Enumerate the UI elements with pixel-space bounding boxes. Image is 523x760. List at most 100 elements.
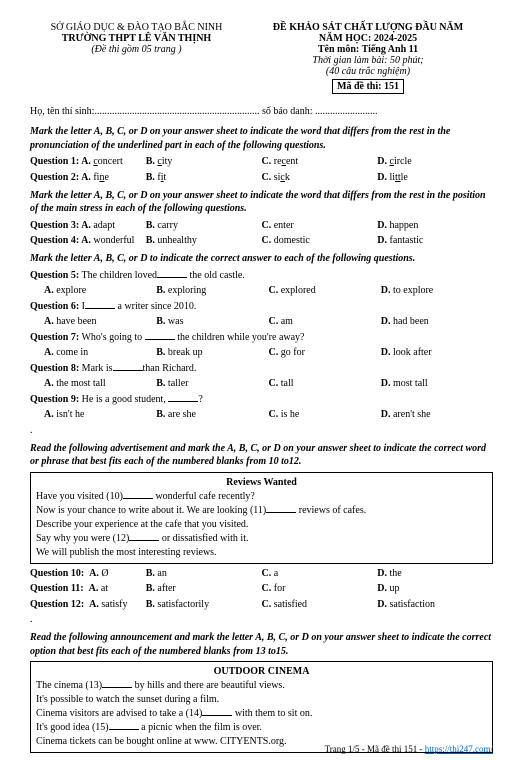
q2-c: k (285, 172, 290, 183)
reviews-l1a: Have you visited (10) (36, 491, 123, 502)
q5-blank (157, 269, 187, 278)
pages: (Đề thi gồm 05 trang ) (30, 44, 243, 55)
q2-label: Question 2: A. (30, 172, 91, 183)
question-10: Question 10: A. Ø B. an C. a D. the (30, 567, 493, 581)
q1-c-pre: re (274, 156, 282, 167)
q4-label: Question 4: A. (30, 235, 91, 246)
q6-a: have been (56, 316, 96, 327)
question-8: Question 8: Mark isthan Richard. (30, 362, 493, 376)
instruction-4: Read the following advertisement and mar… (30, 442, 493, 469)
q1-b: ity (162, 156, 173, 167)
q10-b-label: B. (146, 568, 155, 579)
cinema-l1: The cinema (13) by hills and there are b… (36, 679, 487, 693)
subject: Tên môn: Tiếng Anh 11 (243, 44, 493, 55)
q11-d: up (389, 583, 399, 594)
question-4: Question 4: A. wonderful B. unhealthy C.… (30, 234, 493, 248)
q7-a: come in (56, 347, 88, 358)
reviews-l3: Describe your experience at the cafe tha… (36, 518, 487, 532)
q10-a: Ø (101, 568, 108, 579)
instruction-3: Mark the letter A, B, C, or D to indicat… (30, 252, 493, 266)
q11-a: at (101, 583, 108, 594)
q11-c: for (274, 583, 286, 594)
q11-c-label: C. (262, 583, 272, 594)
school: TRƯỜNG THPT LÊ VĂN THỊNH (30, 33, 243, 44)
reviews-blank1 (123, 490, 153, 499)
q9-c-label: C. (269, 409, 279, 420)
question-2: Question 2: A. fine B. fit C. sick D. li… (30, 171, 493, 185)
q6-d: had been (393, 316, 429, 327)
q2-b: t (164, 172, 167, 183)
q3-b-label: B. (146, 220, 155, 231)
q6-label: Question 6: (30, 301, 79, 312)
q9-t1: He is a good student, (79, 394, 168, 405)
reviews-l1b: wonderful cafe recently? (153, 491, 255, 502)
question-9: Question 9: He is a good student, ? (30, 393, 493, 407)
q4-c: domestic (274, 235, 310, 246)
q5-b-label: B. (156, 285, 165, 296)
q12-d: satisfaction (389, 599, 435, 610)
q5-t2: the old castle. (187, 270, 245, 281)
q6-blank (85, 300, 115, 309)
q10-a-label: A. (89, 568, 99, 579)
q8-b-label: B. (156, 378, 165, 389)
q7-label: Question 7: (30, 332, 79, 343)
q8-d-label: D. (381, 378, 391, 389)
question-7: Question 7: Who's going to the children … (30, 331, 493, 345)
q2-d: le (401, 172, 408, 183)
q6-d-label: D. (381, 316, 391, 327)
q7-d-label: D. (381, 347, 391, 358)
q9-d-label: D. (381, 409, 391, 420)
cinema-l1a: The cinema (13) (36, 680, 102, 691)
q3-d: happen (389, 220, 418, 231)
footer-link[interactable]: https://thi247.com/ (425, 744, 493, 754)
q10-c-label: C. (262, 568, 272, 579)
cinema-l1b: by hills and there are beautiful views. (132, 680, 285, 691)
q8-label: Question 8: (30, 363, 79, 374)
q8-d: most tall (393, 378, 428, 389)
q5-d-label: D. (381, 285, 391, 296)
q8-a-label: A. (44, 378, 54, 389)
q9-label: Question 9: (30, 394, 79, 405)
reviews-l4a: Say why you were (12) (36, 533, 129, 544)
cinema-l4b: a picnic when the film is over. (139, 722, 262, 733)
q3-b: carry (157, 220, 178, 231)
cinema-l2: It's possible to watch the sunset during… (36, 693, 487, 707)
cinema-l3: Cinema visitors are advised to take a (1… (36, 707, 487, 721)
footer: Trang 1/5 - Mã đề thi 151 - https://thi2… (325, 744, 493, 754)
q6-options: A. have been B. was C. am D. had been (44, 315, 493, 329)
q6-b: was (168, 316, 184, 327)
cinema-blank2 (202, 707, 232, 716)
question-11: Question 11: A. at B. after C. for D. up (30, 582, 493, 596)
footer-page: Trang 1/5 - Mã đề thi 151 - (325, 744, 425, 754)
q7-a-label: A. (44, 347, 54, 358)
cinema-blank1 (102, 679, 132, 688)
q3-c: enter (274, 220, 294, 231)
q9-b: are she (168, 409, 196, 420)
q12-c-label: C. (262, 599, 272, 610)
q10-d: the (389, 568, 401, 579)
q5-options: A. explore B. exploring C. explored D. t… (44, 284, 493, 298)
q5-a: explore (56, 285, 86, 296)
q12-a-label: A. (89, 599, 99, 610)
q5-c-label: C. (269, 285, 279, 296)
q6-t2: a writer since 2010. (115, 301, 196, 312)
reviews-blank2 (266, 504, 296, 513)
q9-blank (168, 393, 198, 402)
q6-c-label: C. (269, 316, 279, 327)
student-fill: Họ, tên thí sinh:.......................… (30, 106, 493, 117)
duration: Thời gian làm bài: 50 phút; (243, 55, 493, 66)
reviews-l5: We will publish the most interesting rev… (36, 546, 487, 560)
q6-c: am (281, 316, 293, 327)
q4-d: fantastic (389, 235, 423, 246)
q4-d-label: D. (377, 235, 387, 246)
q12-label: Question 12: (30, 599, 84, 610)
header-left: SỞ GIÁO DỤC & ĐÀO TẠO BẮC NINH TRƯỜNG TH… (30, 22, 243, 94)
exam-title: ĐỀ KHẢO SÁT CHẤT LƯỢNG ĐẦU NĂM (243, 22, 493, 33)
q11-d-label: D. (377, 583, 387, 594)
q12-b-label: B. (146, 599, 155, 610)
reviews-frame: Reviews Wanted Have you visited (10) won… (30, 472, 493, 564)
header: SỞ GIÁO DỤC & ĐÀO TẠO BẮC NINH TRƯỜNG TH… (30, 22, 493, 94)
q8-c-label: C. (269, 378, 279, 389)
exam-code: Mã đề thi: 151 (332, 79, 404, 94)
q7-t1: Who's going to (79, 332, 145, 343)
